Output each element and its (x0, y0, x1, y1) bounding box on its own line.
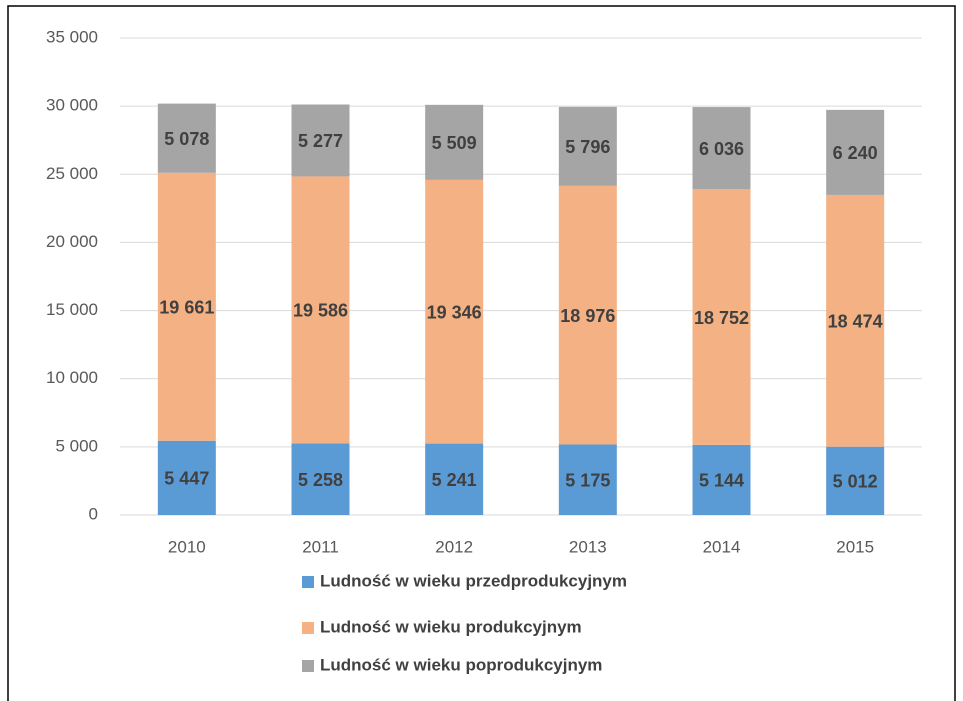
legend-swatch (302, 660, 314, 672)
bar-segment (692, 189, 751, 445)
x-tick-label: 2012 (435, 537, 473, 556)
bar-segment (291, 176, 350, 444)
bar-segment (558, 444, 617, 515)
y-tick-label: 10 000 (46, 368, 98, 387)
value-label: 5 447 (164, 469, 209, 489)
value-label: 6 240 (833, 143, 878, 163)
bar-segment (157, 103, 216, 173)
bar-segment (291, 104, 350, 177)
value-label: 19 346 (427, 302, 482, 322)
bar-segment (157, 440, 216, 515)
y-tick-label: 25 000 (46, 164, 98, 183)
value-label: 5 509 (432, 133, 477, 153)
legend-swatch (302, 576, 314, 588)
x-tick-label: 2014 (703, 537, 741, 556)
bar-segment (692, 444, 751, 515)
value-label: 6 036 (699, 139, 744, 159)
bar-segment (826, 446, 885, 515)
value-label: 18 474 (828, 312, 883, 332)
frame (7, 5, 956, 701)
y-tick-label: 0 (89, 504, 98, 523)
value-label: 5 241 (432, 470, 477, 490)
value-label: 5 078 (164, 129, 209, 149)
x-tick-label: 2013 (569, 537, 607, 556)
value-label: 5 796 (565, 137, 610, 157)
value-label: 18 752 (694, 308, 749, 328)
x-tick-label: 2015 (836, 537, 874, 556)
y-tick-label: 5 000 (55, 436, 98, 455)
legend-swatch (302, 622, 314, 634)
y-tick-label: 15 000 (46, 300, 98, 319)
bar-segment (425, 179, 484, 444)
bar-segment (558, 185, 617, 445)
y-tick-label: 30 000 (46, 96, 98, 115)
value-label: 5 175 (565, 470, 610, 490)
value-label: 5 144 (699, 471, 744, 491)
value-label: 5 012 (833, 472, 878, 492)
x-tick-label: 2010 (168, 537, 206, 556)
y-tick-label: 20 000 (46, 232, 98, 251)
value-label: 5 258 (298, 470, 343, 490)
x-tick-label: 2011 (302, 537, 339, 556)
bar-segment (291, 443, 350, 515)
legend-label: Ludność w wieku produkcyjnym (320, 617, 582, 636)
bar-segment (425, 443, 484, 515)
bar-segment (558, 106, 617, 186)
y-tick-label: 35 000 (46, 27, 98, 46)
value-label: 19 661 (159, 298, 214, 318)
legend-label: Ludność w wieku poprodukcyjnym (320, 655, 602, 674)
bar-segment (826, 109, 885, 195)
bar-segment (425, 104, 484, 180)
value-label: 18 976 (560, 306, 615, 326)
legend-label: Ludność w wieku przedprodukcyjnym (320, 571, 627, 590)
value-label: 5 277 (298, 131, 343, 151)
bar-segment (157, 172, 216, 441)
bar-segment (826, 194, 885, 447)
value-label: 19 586 (293, 301, 348, 321)
bar-segment (692, 107, 751, 190)
